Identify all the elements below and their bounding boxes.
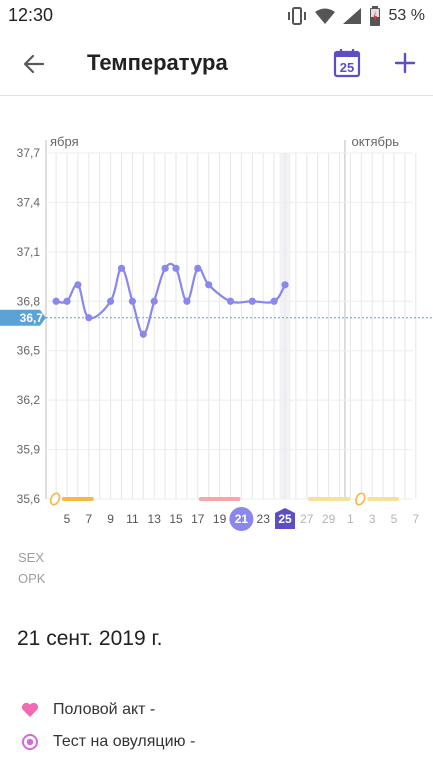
wifi-icon <box>314 8 335 24</box>
ovulation-marker <box>355 492 366 506</box>
page-title: Температура <box>87 50 228 75</box>
temperature-point <box>74 281 82 289</box>
temperature-point <box>281 281 289 289</box>
temperature-point <box>107 297 115 305</box>
temperature-point <box>128 297 136 305</box>
temperature-chart[interactable]: 37,7 37,4 37,1 36,8 36,5 36,2 35,9 35,6 ября октя… <box>0 120 433 540</box>
heart-icon <box>20 700 40 720</box>
event-sex-text: Половой акт - <box>53 701 156 718</box>
x-tick-label: 9 <box>107 512 114 526</box>
month-label-left: ября <box>50 134 79 149</box>
calendar-icon: 25 <box>333 49 361 78</box>
status-bar: 12:30 53 % <box>0 0 433 32</box>
x-tick-label: 3 <box>369 512 376 526</box>
arrow-left-icon <box>23 54 45 74</box>
baseline-label: 36,7 <box>20 311 44 325</box>
x-tick-label: 11 <box>126 512 139 526</box>
x-tick-label: 7 <box>85 512 92 526</box>
chart-svg[interactable]: 37,7 37,4 37,1 36,8 36,5 36,2 35,9 35,6 ября октя… <box>0 120 433 540</box>
x-tick-label: 17 <box>191 512 205 526</box>
baseline-marker <box>0 309 46 326</box>
ovulation-test-icon <box>20 732 40 752</box>
calendar-button[interactable]: 25 <box>330 46 364 80</box>
temperature-point <box>205 281 213 289</box>
add-button[interactable] <box>388 46 422 80</box>
app-bar: Температура 25 <box>0 32 433 96</box>
month-label-right: октябрь <box>351 134 399 149</box>
temperature-point <box>63 297 71 305</box>
y-tick-label: 35,9 <box>17 443 41 457</box>
x-tick-label: 5 <box>64 512 71 526</box>
x-tick-label: 29 <box>322 512 336 526</box>
temperature-point <box>139 330 147 338</box>
temperature-point <box>183 297 191 305</box>
plus-icon <box>394 52 416 74</box>
temperature-point <box>161 264 169 272</box>
event-sex[interactable]: Половой акт - <box>20 698 155 722</box>
y-tick-label: 36,5 <box>17 344 41 358</box>
y-tick-label: 36,8 <box>17 294 41 308</box>
x-tick-label: 15 <box>169 512 183 526</box>
temperature-point <box>52 297 60 305</box>
x-tick-label: 5 <box>391 512 398 526</box>
y-tick-label: 37,7 <box>17 146 41 160</box>
temperature-point <box>270 297 278 305</box>
y-tick-label: 37,4 <box>17 195 41 209</box>
event-ovulation-test[interactable]: Тест на овуляцию - <box>20 730 195 754</box>
calendar-day-text: 25 <box>340 60 354 75</box>
y-tick-label: 36,2 <box>17 393 41 407</box>
sex-row-label: SEX <box>18 550 45 565</box>
y-tick-label: 35,6 <box>17 492 41 506</box>
temperature-point <box>226 297 235 305</box>
y-tick-label: 37,1 <box>17 245 41 259</box>
opk-row-label: OPK <box>18 571 46 586</box>
back-button[interactable] <box>18 48 50 80</box>
signal-icon <box>342 8 361 24</box>
x-tick-label: 13 <box>148 512 162 526</box>
selected-day-marker <box>229 507 254 531</box>
temperature-point <box>248 297 256 305</box>
battery-percent: 53 % <box>388 7 425 24</box>
x-tick-label: 19 <box>213 512 227 526</box>
selected-date: 21 сент. 2019 г. <box>17 627 163 650</box>
x-tick-label: 23 <box>257 512 271 526</box>
ovulation-marker <box>49 492 61 506</box>
temperature-point <box>117 264 126 272</box>
x-tick-label: 7 <box>412 512 419 526</box>
x-tick-label: 25 <box>278 512 292 526</box>
temperature-point <box>150 297 158 305</box>
vibrate-icon <box>287 7 307 25</box>
temperature-point <box>172 264 180 272</box>
battery-icon <box>369 6 381 26</box>
event-ovulation-text: Тест на овуляцию - <box>53 733 196 750</box>
x-tick-label: 27 <box>300 512 314 526</box>
status-icons: 53 % <box>287 4 425 28</box>
today-marker <box>275 508 295 529</box>
x-tick-label: 1 <box>347 512 354 526</box>
status-time: 12:30 <box>8 5 54 25</box>
temperature-point <box>85 314 93 322</box>
temperature-point <box>194 264 202 272</box>
x-tick-label: 21 <box>235 512 249 526</box>
